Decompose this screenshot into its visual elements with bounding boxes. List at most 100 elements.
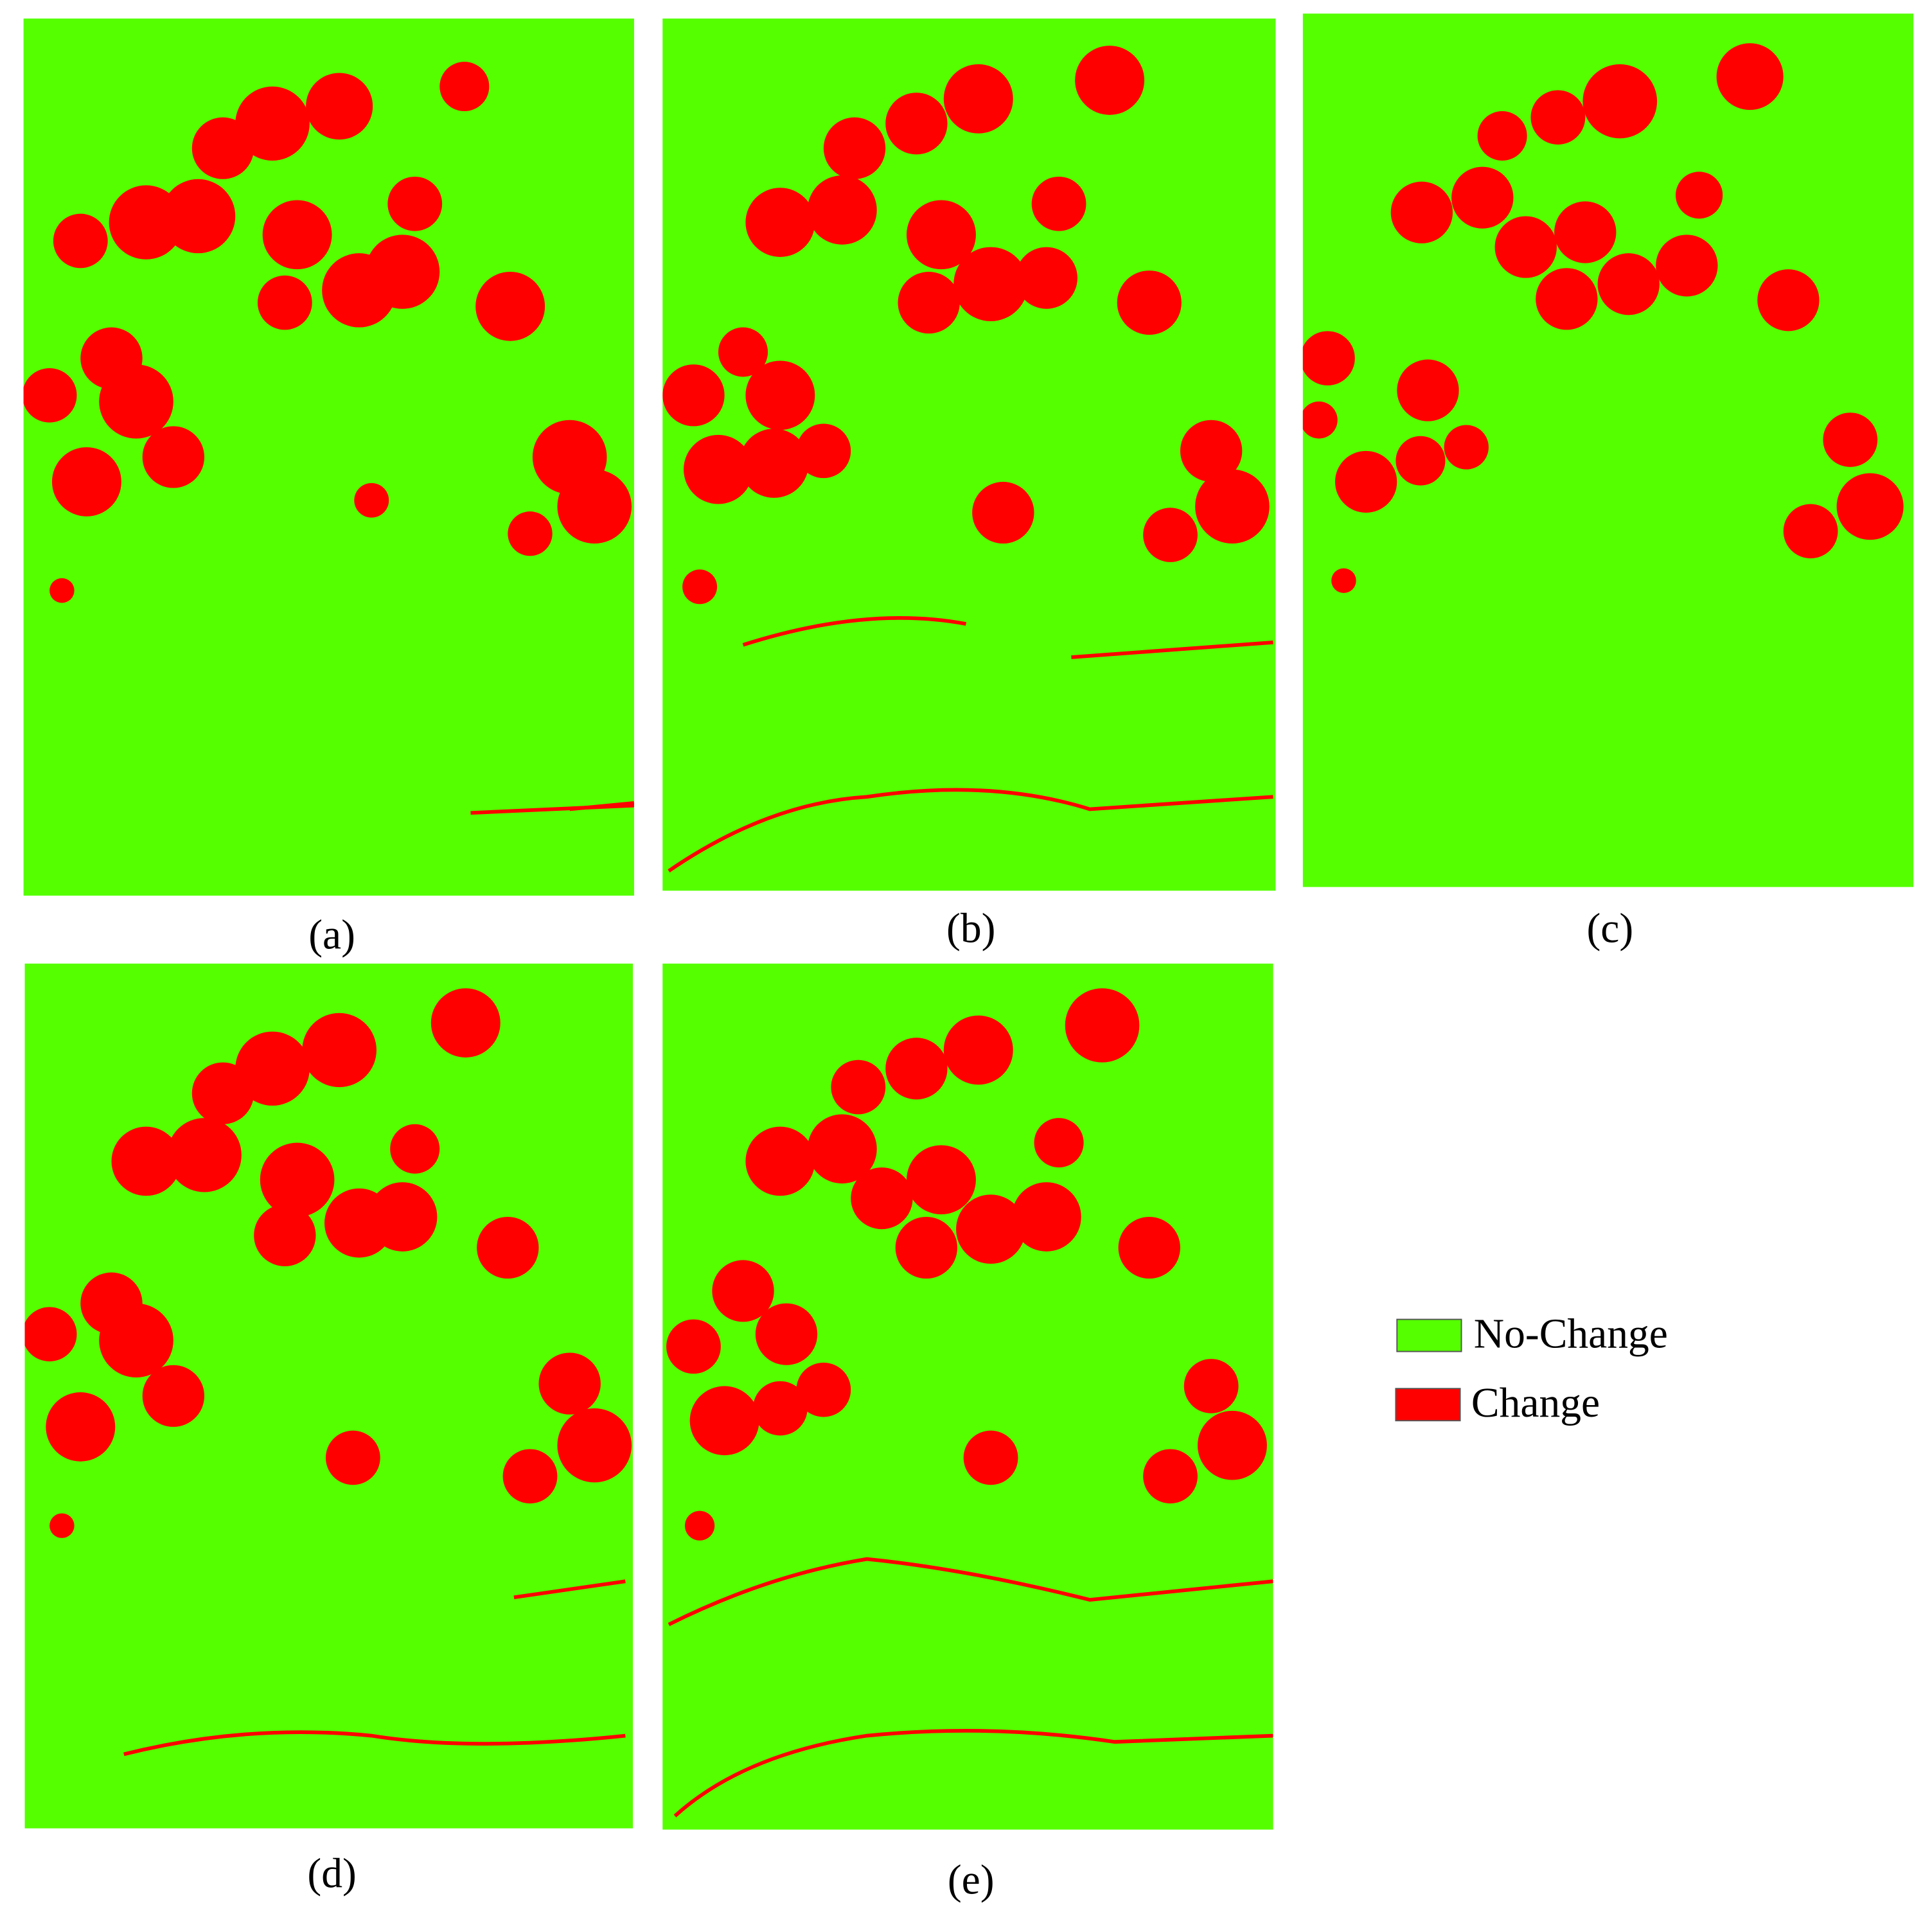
- change-region: [1195, 469, 1270, 544]
- change-region: [167, 1118, 242, 1192]
- change-region: [1117, 270, 1182, 335]
- change-region: [1397, 359, 1459, 421]
- change-region: [1331, 568, 1356, 593]
- change-region: [689, 1386, 759, 1456]
- change-region: [745, 1126, 815, 1196]
- change-region: [111, 1126, 181, 1196]
- change-region: [796, 1362, 851, 1417]
- change-region: [191, 117, 254, 179]
- panel-label: (d): [307, 1851, 356, 1897]
- change-region: [477, 1216, 539, 1279]
- panel-label: (c): [1586, 906, 1633, 952]
- change-region: [557, 469, 632, 544]
- change-region: [831, 1059, 886, 1115]
- change-region: [1451, 166, 1514, 229]
- change-region: [662, 364, 725, 427]
- change-region: [906, 200, 976, 270]
- change-region: [1065, 988, 1140, 1063]
- panel-label: (a): [308, 912, 355, 958]
- legend-swatch: [1396, 1318, 1462, 1352]
- change-region: [24, 1307, 77, 1361]
- change-region: [1031, 176, 1086, 231]
- change-region: [684, 1510, 715, 1541]
- change-region: [1011, 1182, 1081, 1252]
- change-region: [23, 368, 77, 423]
- change-region: [142, 426, 205, 488]
- change-region: [390, 1124, 440, 1174]
- change-region: [306, 73, 373, 140]
- change-region: [718, 327, 768, 377]
- change-region: [898, 272, 960, 334]
- change-region: [1396, 436, 1446, 486]
- change-region: [1582, 64, 1658, 139]
- change-region: [302, 1013, 377, 1088]
- change-region: [1302, 331, 1355, 385]
- change-region: [538, 1352, 601, 1415]
- change-region: [851, 1167, 913, 1230]
- change-region: [1554, 201, 1617, 263]
- map-background: [1302, 13, 1914, 887]
- change-region: [1118, 1216, 1180, 1279]
- change-region: [1180, 420, 1243, 482]
- change-region: [508, 511, 553, 556]
- change-region: [895, 1216, 958, 1279]
- change-region: [1302, 401, 1338, 439]
- change-region: [53, 213, 108, 269]
- change-region: [1836, 473, 1904, 540]
- change-region: [1143, 508, 1198, 562]
- change-region: [972, 481, 1034, 544]
- change-region: [1494, 216, 1557, 278]
- change-region: [191, 1062, 254, 1124]
- change-region: [1783, 504, 1838, 559]
- change-region: [49, 1513, 75, 1538]
- change-line: [742, 615, 967, 647]
- change-region: [1477, 111, 1527, 161]
- change-region: [502, 1449, 558, 1504]
- change-line: [673, 1729, 1273, 1818]
- change-region: [475, 272, 545, 341]
- change-region: [1334, 450, 1397, 513]
- change-line: [513, 1579, 626, 1600]
- change-region: [430, 988, 501, 1058]
- change-region: [885, 93, 948, 155]
- change-region: [1757, 269, 1820, 332]
- change-line: [1071, 640, 1273, 659]
- change-region: [324, 1188, 394, 1258]
- change-region: [1597, 253, 1660, 315]
- change-region: [1015, 247, 1077, 309]
- change-region: [885, 1038, 948, 1100]
- change-region: [953, 247, 1028, 321]
- panel-label: (e): [948, 1857, 995, 1903]
- change-region: [1716, 43, 1784, 111]
- change-region: [142, 1365, 205, 1427]
- legend-label: Change: [1471, 1380, 1600, 1426]
- change-region: [739, 429, 809, 498]
- change-line: [668, 1557, 1273, 1627]
- change-region: [796, 423, 851, 479]
- change-region: [1143, 1449, 1198, 1504]
- map-background: [23, 18, 634, 896]
- change-region: [943, 1015, 1013, 1085]
- change-region: [387, 176, 443, 231]
- change-region: [1530, 90, 1586, 145]
- change-region: [99, 364, 173, 439]
- change-region: [354, 482, 389, 518]
- change-region: [1390, 181, 1453, 243]
- change-region: [1656, 235, 1718, 297]
- map-background: [662, 963, 1273, 1830]
- change-region: [557, 1408, 632, 1483]
- change-region: [49, 578, 75, 603]
- change-region: [322, 253, 396, 328]
- change-region: [666, 1319, 721, 1374]
- change-region: [807, 1114, 877, 1184]
- change-region: [1675, 172, 1723, 219]
- panel-label: (b): [946, 906, 995, 952]
- change-region: [712, 1260, 774, 1322]
- change-region: [684, 434, 753, 504]
- change-region: [1197, 1410, 1267, 1480]
- change-line: [123, 1730, 626, 1757]
- change-region: [51, 447, 121, 517]
- change-region: [235, 86, 310, 161]
